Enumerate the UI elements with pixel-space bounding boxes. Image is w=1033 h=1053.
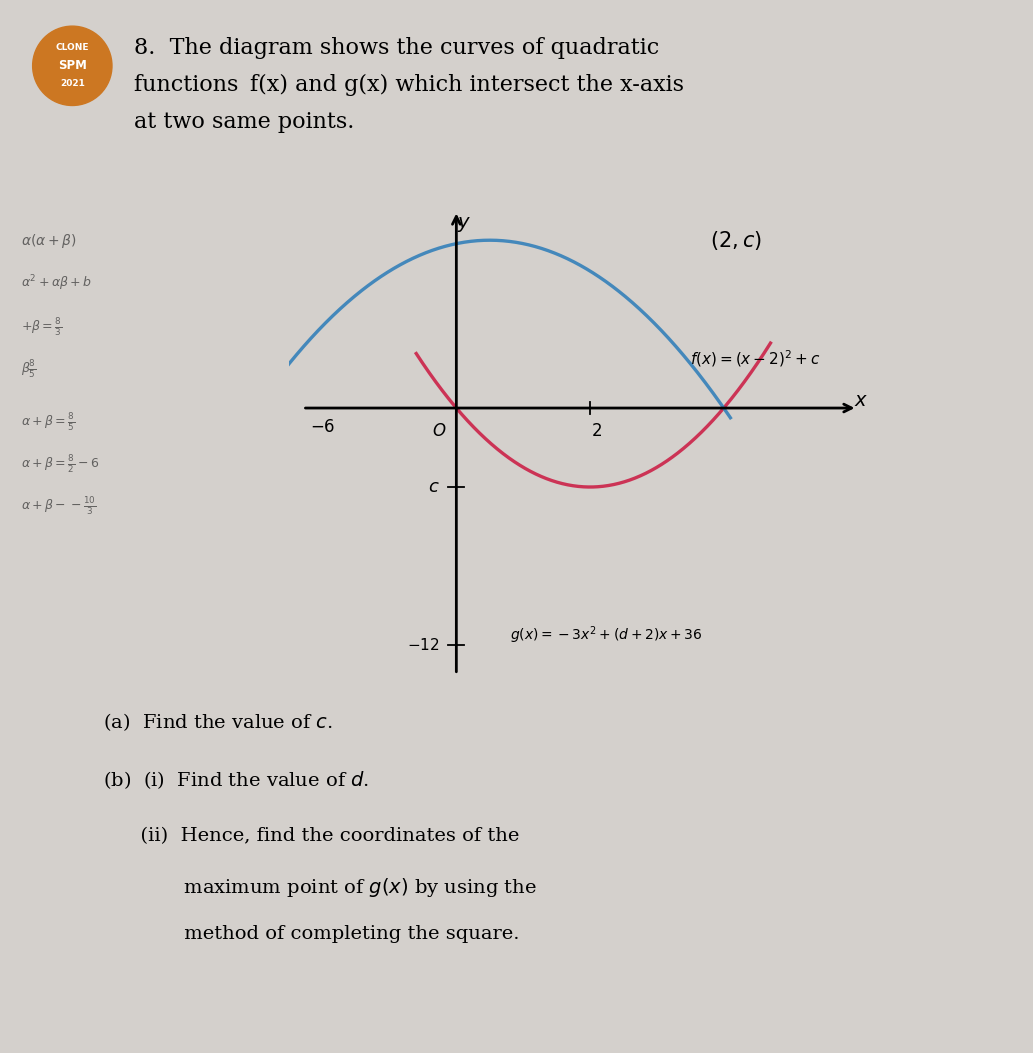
Text: $x$: $x$ <box>854 391 869 410</box>
Text: $-6$: $-6$ <box>310 418 336 436</box>
Text: $(2,c)$: $(2,c)$ <box>711 229 762 252</box>
Text: $y$: $y$ <box>458 215 471 234</box>
Text: $c$: $c$ <box>428 478 440 496</box>
Text: 8.  The diagram shows the curves of quadratic: 8. The diagram shows the curves of quadr… <box>134 37 659 59</box>
Text: $\alpha(\alpha+\beta)$: $\alpha(\alpha+\beta)$ <box>21 232 76 250</box>
Text: $f(x) = (x-2)^2 + c$: $f(x) = (x-2)^2 + c$ <box>690 349 821 369</box>
Text: $+\beta = \frac{8}{3}$: $+\beta = \frac{8}{3}$ <box>21 316 62 338</box>
Circle shape <box>33 26 112 105</box>
Text: method of completing the square.: method of completing the square. <box>103 925 520 942</box>
Text: $\alpha^2+\alpha\beta+b$: $\alpha^2+\alpha\beta+b$ <box>21 274 92 294</box>
Text: functions  f(x) and g(x) which intersect the x-axis: functions f(x) and g(x) which intersect … <box>134 74 684 96</box>
Text: at two same points.: at two same points. <box>134 111 354 133</box>
Text: (ii)  Hence, find the coordinates of the: (ii) Hence, find the coordinates of the <box>103 827 520 845</box>
Text: $\alpha+\beta = \frac{8}{5}$: $\alpha+\beta = \frac{8}{5}$ <box>21 411 75 433</box>
Text: (a)  Find the value of $c$.: (a) Find the value of $c$. <box>103 711 333 733</box>
Text: $\alpha+\beta -- \frac{10}{3}$: $\alpha+\beta -- \frac{10}{3}$ <box>21 495 96 517</box>
Text: maximum point of $g(x)$ by using the: maximum point of $g(x)$ by using the <box>103 876 537 899</box>
Text: 2021: 2021 <box>60 79 85 88</box>
Text: SPM: SPM <box>58 59 87 73</box>
Text: $\alpha+\beta = \frac{8}{2} - 6$: $\alpha+\beta = \frac{8}{2} - 6$ <box>21 453 99 475</box>
Text: (b)  (i)  Find the value of $d$.: (b) (i) Find the value of $d$. <box>103 769 370 791</box>
Text: $O$: $O$ <box>432 422 446 440</box>
Text: CLONE: CLONE <box>56 43 89 53</box>
Text: $\beta \frac{8}{5}$: $\beta \frac{8}{5}$ <box>21 358 36 380</box>
Text: $2$: $2$ <box>591 422 602 440</box>
Text: $g(x) = -3x^2 + (d+2)x + 36$: $g(x) = -3x^2 + (d+2)x + 36$ <box>510 624 702 645</box>
Text: $-12$: $-12$ <box>407 637 440 653</box>
